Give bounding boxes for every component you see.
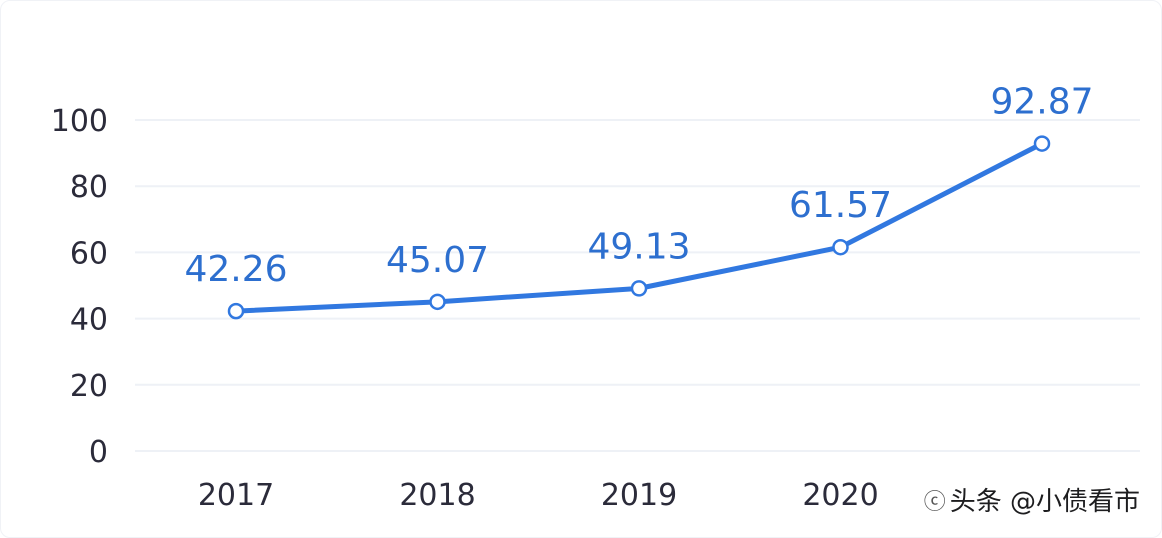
watermark: ⓒ 头条 @小债看市 [919, 479, 1144, 520]
data-point-layer [227, 135, 1051, 320]
data-point [429, 293, 446, 311]
data-label: 92.87 [990, 82, 1093, 123]
x-tick-label: 2019 [601, 478, 677, 513]
y-tick-label: 80 [70, 170, 108, 205]
y-tick-label: 60 [70, 236, 108, 271]
data-label: 49.13 [587, 226, 690, 267]
watermark-text: 头条 @小债看市 [949, 487, 1140, 517]
data-label-layer: 42.26 45.07 49.13 61.57 92.87 [184, 82, 1093, 291]
grid-layer [135, 119, 1140, 452]
watermark-icon: ⓒ [923, 489, 946, 515]
y-tick-label: 0 [89, 435, 108, 470]
x-axis-ticks: 2017 2018 2019 2020 [198, 478, 879, 513]
data-label: 45.07 [386, 240, 489, 281]
x-tick-label: 2020 [802, 478, 878, 513]
data-label: 61.57 [789, 185, 892, 226]
y-tick-label: 20 [70, 369, 108, 404]
data-label: 42.26 [184, 249, 287, 290]
y-tick-label: 40 [70, 303, 108, 338]
data-point [1033, 135, 1051, 152]
x-tick-label: 2017 [198, 478, 274, 513]
data-point [227, 302, 245, 320]
y-axis-ticks: 0 20 40 60 80 100 [51, 104, 108, 470]
x-tick-label: 2018 [399, 478, 475, 513]
y-tick-label: 100 [51, 104, 108, 139]
data-point [630, 280, 648, 297]
data-point [832, 238, 849, 256]
